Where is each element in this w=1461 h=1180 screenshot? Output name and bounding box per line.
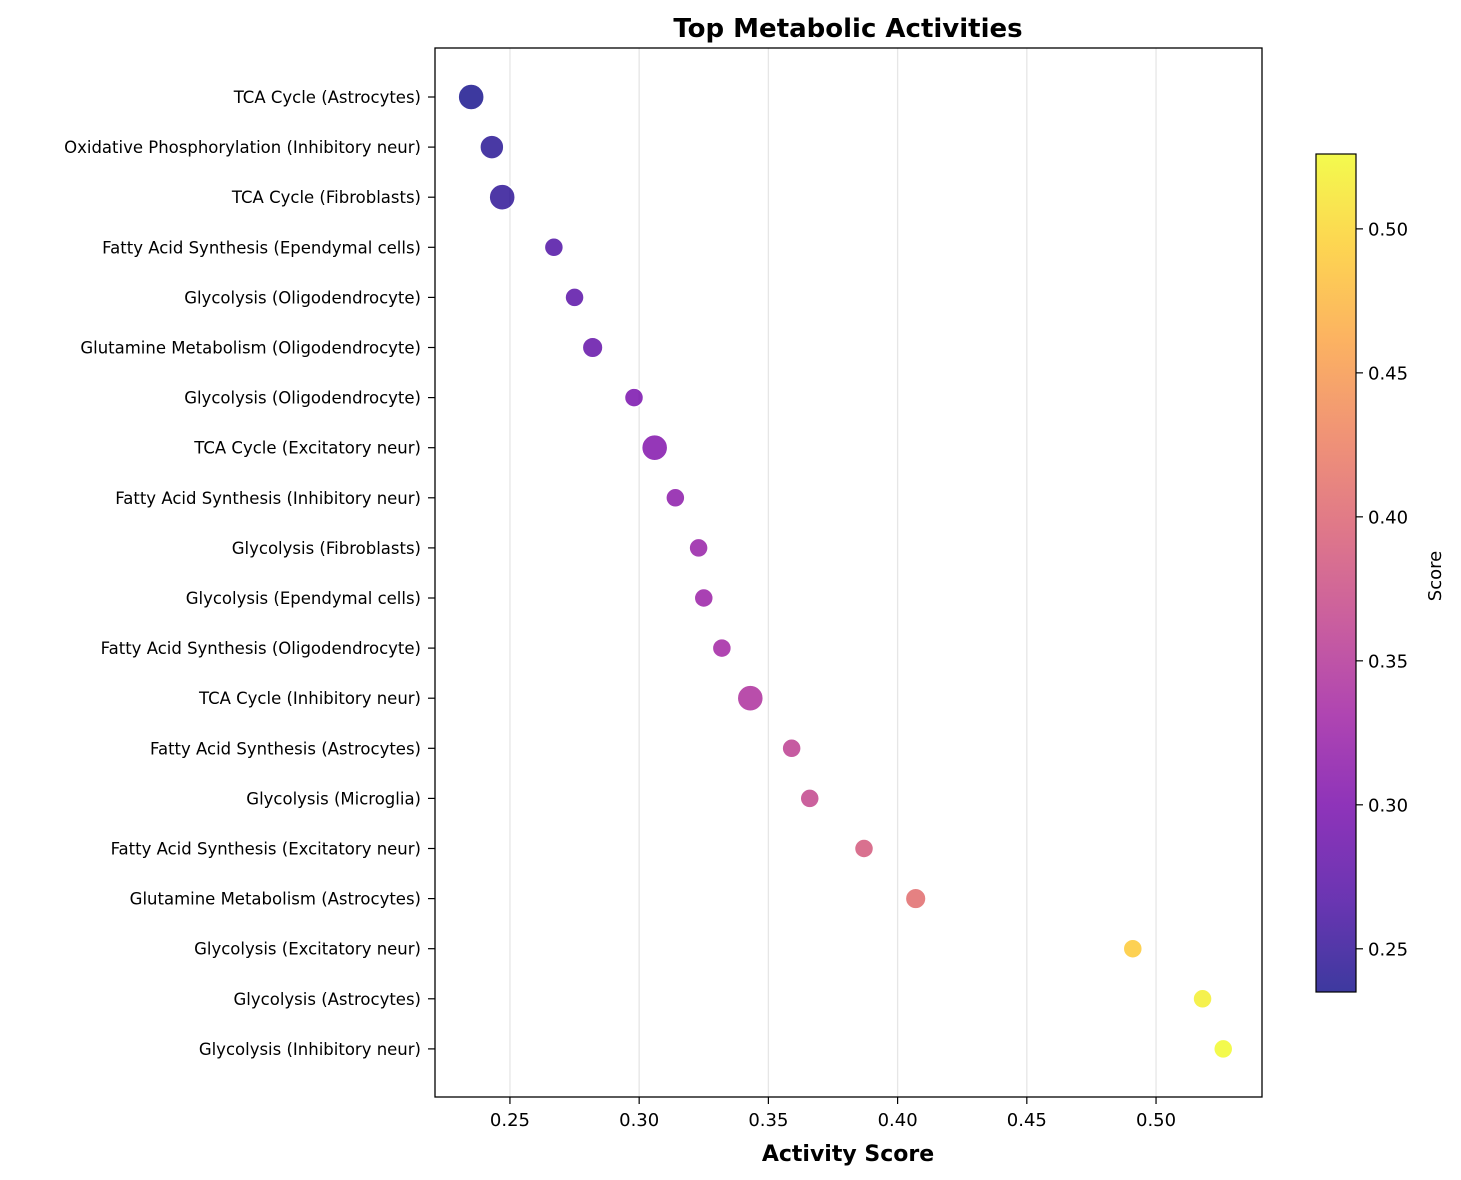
y-tick-label: TCA Cycle (Astrocytes) [233,88,421,107]
y-tick-label: Glycolysis (Fibroblasts) [232,539,421,558]
data-point [736,684,765,712]
data-point [665,487,686,509]
data-point [564,287,585,308]
data-points [457,83,1234,1060]
colorbar-tick-label: 0.25 [1368,939,1408,960]
y-tick-label: Glycolysis (Astrocytes) [234,990,421,1009]
x-tick-label: 0.40 [878,1110,918,1131]
y-tick-label: Glutamine Metabolism (Oligodendrocyte) [80,339,421,358]
data-point [799,788,820,809]
data-point [488,183,516,211]
data-point [1122,938,1144,959]
x-axis-ticks: 0.25 0.30 0.35 0.40 0.45 0.50 [490,1097,1176,1131]
x-tick-label: 0.50 [1136,1110,1176,1131]
data-point [543,237,565,258]
y-tick-label: Fatty Acid Synthesis (Oligodendrocyte) [101,639,421,658]
x-gridlines [509,48,1157,1097]
y-tick-label: Glycolysis (Microglia) [246,789,421,808]
colorbar-ticks: 0.25 0.30 0.35 0.40 0.45 0.50 [1356,219,1408,960]
data-point [457,83,485,111]
colorbar-tick-label: 0.50 [1368,219,1408,240]
data-point [904,887,927,910]
data-point [688,537,709,559]
y-tick-label: Oxidative Phosphorylation (Inhibitory ne… [64,138,421,157]
chart-title: Top Metabolic Activities [673,14,1022,44]
data-point [693,587,715,609]
colorbar: 0.25 0.30 0.35 0.40 0.45 0.50 Score [1315,153,1446,993]
data-point [1192,988,1213,1010]
colorbar-tick-label: 0.30 [1368,795,1408,816]
y-tick-label: Glycolysis (Oligodendrocyte) [184,389,421,408]
y-tick-label: TCA Cycle (Inhibitory neur) [198,689,421,708]
colorbar-gradient [1315,153,1357,993]
data-point [581,336,604,359]
colorbar-tick-label: 0.40 [1368,507,1408,528]
plot-frame [434,47,1263,1098]
x-tick-label: 0.45 [1007,1110,1047,1131]
y-tick-label: Fatty Acid Synthesis (Astrocytes) [150,739,421,758]
y-tick-label: TCA Cycle (Fibroblasts) [231,188,421,207]
y-axis-ticks: TCA Cycle (Astrocytes) Oxidative Phosphor… [64,88,435,1059]
y-tick-label: Glycolysis (Inhibitory neur) [199,1040,421,1059]
y-tick-label: TCA Cycle (Excitatory neur) [193,439,421,458]
data-point [640,433,669,462]
y-tick-label: Glycolysis (Ependymal cells) [186,589,421,608]
y-tick-label: Glutamine Metabolism (Astrocytes) [130,890,421,909]
y-tick-label: Fatty Acid Synthesis (Inhibitory neur) [115,489,421,508]
y-tick-label: Glycolysis (Excitatory neur) [194,940,421,959]
data-point [479,134,505,160]
data-point [623,387,645,408]
colorbar-label: Score [1425,551,1446,601]
x-tick-label: 0.25 [490,1110,530,1131]
data-point [1212,1038,1234,1060]
x-tick-label: 0.30 [619,1110,659,1131]
colorbar-tick-label: 0.35 [1368,651,1408,672]
x-axis-label: Activity Score [762,1142,934,1167]
data-point [711,637,733,659]
data-point [853,838,875,859]
y-tick-label: Fatty Acid Synthesis (Excitatory neur) [111,840,421,859]
y-tick-label: Glycolysis (Oligodendrocyte) [184,288,421,307]
y-tick-label: Fatty Acid Synthesis (Ependymal cells) [102,238,421,257]
colorbar-tick-label: 0.45 [1368,363,1408,384]
data-point [781,738,802,759]
x-tick-label: 0.35 [748,1110,788,1131]
